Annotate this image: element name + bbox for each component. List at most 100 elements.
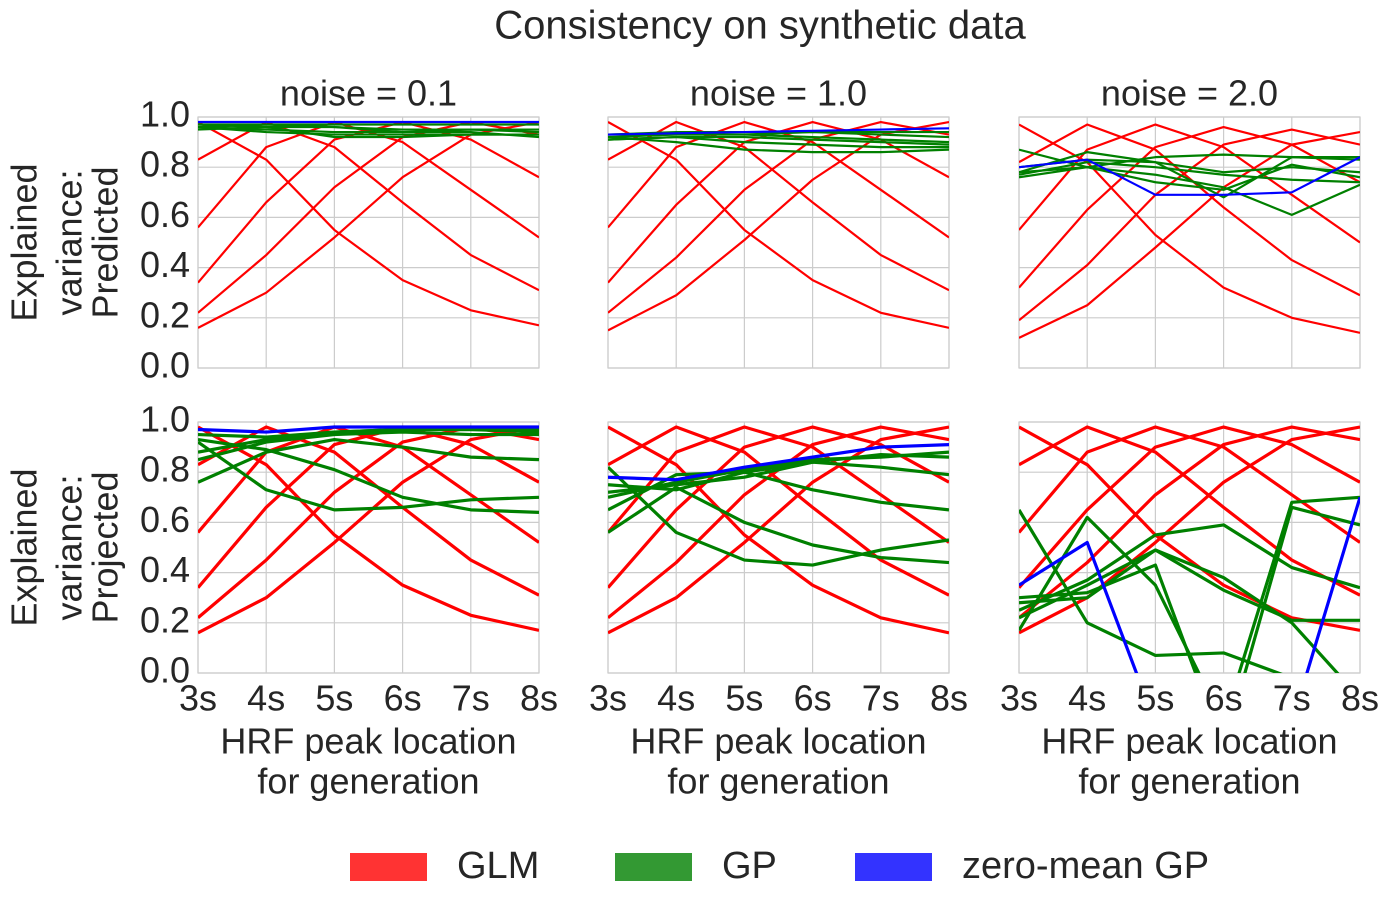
line-series [198, 425, 539, 434]
line-series [198, 121, 539, 327]
plot-frame [197, 421, 540, 674]
y-axis-label: Predicted [85, 166, 126, 318]
x-tick-label: 6s [384, 678, 422, 719]
x-tick-label: 4s [247, 678, 285, 719]
y-tick-label: 0.2 [140, 599, 190, 640]
line-series [1019, 161, 1360, 184]
legend-label: GLM [457, 845, 539, 887]
line-series [608, 442, 949, 482]
line-series [608, 130, 949, 139]
line-series [1019, 163, 1360, 191]
line-series [198, 425, 539, 597]
y-tick-label: 1.0 [140, 94, 190, 135]
line-series [608, 485, 949, 565]
x-tick-label: 5s [725, 678, 763, 719]
line-series [198, 120, 539, 329]
line-series [1019, 425, 1360, 544]
line-series [1019, 123, 1360, 244]
plot-area [608, 120, 949, 332]
legend-swatch [350, 853, 427, 881]
line-series [198, 120, 539, 239]
y-axis-label: Projected [85, 471, 126, 623]
line-series [1019, 425, 1360, 597]
x-axis-label: HRF peak location [220, 721, 516, 762]
line-series [608, 120, 949, 292]
y-tick-label: 0.6 [140, 499, 190, 540]
plot-area [198, 425, 539, 635]
y-tick-label: 0.0 [140, 345, 190, 386]
x-axis-label: for generation [257, 761, 479, 802]
line-series [1019, 148, 1360, 216]
y-tick-label: 0.0 [140, 650, 190, 691]
y-tick-label: 0.4 [140, 549, 190, 590]
line-series [608, 425, 949, 635]
x-tick-label: 8s [930, 678, 968, 719]
line-series [608, 121, 949, 329]
line-series [198, 125, 539, 134]
line-series [198, 427, 539, 454]
legend-label: GP [722, 845, 777, 887]
plot-area [1019, 425, 1360, 673]
plot-area [1019, 123, 1360, 339]
line-series [198, 425, 539, 589]
y-tick-label: 0.8 [140, 144, 190, 185]
y-axis-label: variance: [49, 474, 90, 620]
line-series [1019, 151, 1360, 199]
x-axis-label: for generation [1078, 761, 1300, 802]
x-axis-label: HRF peak location [630, 721, 926, 762]
line-series [1019, 548, 1360, 622]
x-tick-label: 7s [862, 678, 900, 719]
x-tick-label: 8s [520, 678, 558, 719]
line-series [1019, 496, 1360, 673]
line-series [1019, 130, 1360, 339]
y-axis-label: Explained [4, 163, 45, 321]
y-tick-label: 1.0 [140, 399, 190, 440]
legend-label: zero-mean GP [962, 845, 1209, 887]
line-series [198, 430, 539, 462]
line-series [198, 437, 539, 484]
x-tick-label: 4s [1068, 678, 1106, 719]
y-tick-label: 0.4 [140, 244, 190, 285]
y-tick-label: 0.8 [140, 449, 190, 490]
line-series [608, 450, 949, 499]
x-tick-label: 4s [657, 678, 695, 719]
line-series [608, 135, 949, 146]
line-series [1019, 425, 1360, 620]
x-axis-label: for generation [667, 761, 889, 802]
x-tick-label: 3s [179, 678, 217, 719]
line-series [608, 135, 949, 154]
line-series [198, 440, 539, 512]
y-tick-label: 0.6 [140, 194, 190, 235]
line-series [1019, 123, 1360, 297]
x-tick-label: 3s [1000, 678, 1038, 719]
y-axis-label: Explained [4, 468, 45, 626]
plot-frame [607, 421, 950, 674]
legend-swatch [855, 853, 932, 881]
line-series [198, 123, 539, 139]
x-tick-label: 7s [452, 678, 490, 719]
line-series [1019, 425, 1360, 589]
line-series [198, 120, 539, 284]
line-series [198, 437, 539, 514]
plot-frame [197, 116, 540, 369]
line-series [608, 127, 949, 136]
line-series [198, 425, 539, 635]
x-tick-label: 6s [794, 678, 832, 719]
line-series [198, 123, 539, 139]
line-series [608, 425, 949, 635]
x-tick-label: 5s [1136, 678, 1174, 719]
line-series [608, 120, 949, 314]
x-tick-label: 8s [1341, 678, 1379, 719]
x-tick-label: 6s [1205, 678, 1243, 719]
y-tick-label: 0.2 [140, 294, 190, 335]
line-series [1019, 505, 1360, 673]
x-tick-label: 7s [1273, 678, 1311, 719]
plot-frame [1018, 421, 1361, 674]
plot-area [198, 120, 539, 329]
line-series [1019, 523, 1360, 612]
panel-title: noise = 0.1 [280, 73, 457, 114]
x-axis-label: HRF peak location [1041, 721, 1337, 762]
x-tick-label: 5s [315, 678, 353, 719]
